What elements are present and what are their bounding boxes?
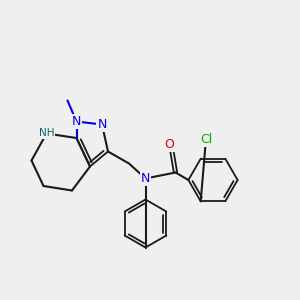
Text: N: N bbox=[97, 118, 107, 131]
Text: Cl: Cl bbox=[200, 133, 212, 146]
Text: N: N bbox=[72, 115, 81, 128]
Text: NH: NH bbox=[39, 128, 54, 139]
Text: O: O bbox=[165, 137, 174, 151]
Text: N: N bbox=[141, 172, 150, 185]
